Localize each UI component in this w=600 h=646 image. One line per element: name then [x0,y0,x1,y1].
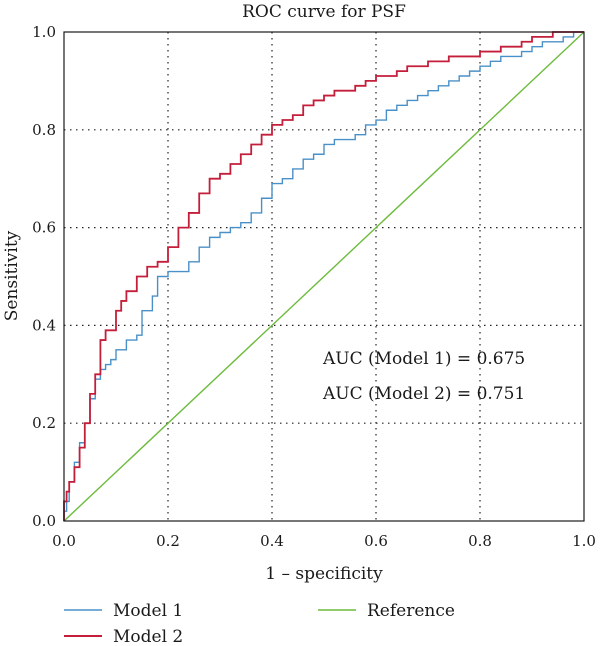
x-tick-label: 0.2 [156,532,180,550]
series-line-reference [63,31,585,522]
y-tick-label: 0.4 [32,316,56,334]
y-tick-label: 1.0 [32,23,56,41]
chart-title: ROC curve for PSF [242,2,406,22]
y-tick-label: 0.2 [32,414,56,432]
x-axis-label: 1 – specificity [265,564,383,584]
x-tick-label: 0.4 [260,532,284,550]
x-tick-label: 1.0 [572,532,596,550]
y-tick-label: 0.8 [32,121,56,139]
x-tick-label: 0.0 [52,532,76,550]
auc-model-2-annotation: AUC (Model 2) = 0.751 [322,384,525,404]
x-tick-label: 0.6 [364,532,388,550]
legend: Model 1 Model 2 Reference [64,601,455,646]
y-tick-label: 0.6 [32,219,56,237]
legend-label-model-2: Model 2 [113,627,183,646]
series-line-model-1 [63,31,584,521]
auc-model-1-annotation: AUC (Model 1) = 0.675 [322,349,525,369]
y-tick-label: 0.0 [32,512,56,530]
legend-label-model-1: Model 1 [113,601,183,621]
y-tick-labels: 0.0 0.2 0.4 0.6 0.8 1.0 [32,23,56,530]
legend-label-reference: Reference [367,601,455,621]
series-line-model-2 [63,31,584,521]
y-axis-label: Sensitivity [2,230,22,321]
grid-lines [64,32,584,521]
x-tick-labels: 0.0 0.2 0.4 0.6 0.8 1.0 [52,532,596,550]
x-tick-label: 0.8 [468,532,492,550]
series-layer [63,31,585,522]
plot-frame [63,31,585,522]
